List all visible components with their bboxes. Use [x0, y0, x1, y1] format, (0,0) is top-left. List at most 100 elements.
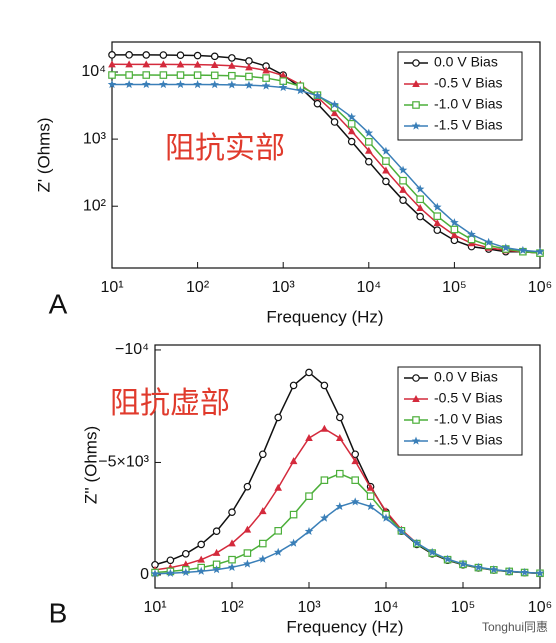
- marker: [382, 157, 390, 165]
- y-axis-label: Z' (Ohms): [34, 117, 53, 192]
- y-tick-label: 10²: [83, 197, 107, 214]
- marker: [108, 60, 116, 68]
- marker: [278, 83, 288, 92]
- y-axis-label: Z'' (Ohms): [81, 426, 100, 504]
- marker: [166, 556, 175, 565]
- marker: [381, 146, 391, 155]
- legend-label: -0.5 V Bias: [434, 390, 502, 406]
- marker: [262, 66, 270, 74]
- marker: [166, 568, 175, 577]
- marker: [193, 71, 202, 79]
- marker: [142, 60, 151, 68]
- annotation: 阻抗实部: [165, 132, 285, 165]
- marker: [347, 137, 356, 146]
- marker: [289, 510, 298, 519]
- marker: [176, 71, 185, 79]
- x-tick-label: 10⁴: [356, 279, 381, 296]
- marker: [305, 368, 313, 377]
- marker: [433, 202, 442, 211]
- x-tick-label: 10⁵: [451, 599, 475, 616]
- marker: [330, 109, 339, 117]
- legend-label: -1.0 V Bias: [434, 96, 502, 112]
- marker: [289, 538, 298, 547]
- marker: [243, 482, 252, 491]
- marker: [535, 568, 545, 577]
- marker: [243, 525, 252, 533]
- marker: [350, 497, 360, 506]
- marker: [159, 80, 168, 89]
- marker: [142, 51, 151, 59]
- marker: [210, 80, 219, 89]
- marker: [228, 54, 236, 62]
- y-tick-label: 10⁴: [81, 63, 106, 80]
- marker: [141, 79, 151, 89]
- legend-marker: [411, 121, 421, 130]
- marker: [108, 51, 116, 59]
- marker: [259, 539, 267, 548]
- x-tick-label: 10³: [272, 279, 296, 296]
- marker: [484, 237, 493, 246]
- marker: [399, 185, 407, 193]
- marker: [125, 71, 133, 79]
- marker: [320, 476, 329, 484]
- marker: [433, 226, 442, 234]
- marker: [193, 80, 202, 89]
- marker: [176, 51, 185, 60]
- marker: [458, 559, 468, 568]
- marker: [289, 381, 298, 390]
- marker: [305, 434, 313, 442]
- marker: [320, 424, 329, 432]
- marker: [381, 513, 391, 522]
- marker: [273, 547, 283, 556]
- marker: [159, 71, 168, 79]
- marker: [399, 176, 407, 185]
- marker: [182, 560, 190, 568]
- marker: [336, 469, 344, 478]
- marker: [142, 71, 151, 79]
- marker: [181, 567, 191, 577]
- x-tick-label: 10²: [220, 599, 244, 616]
- marker: [212, 565, 221, 574]
- series-line: [154, 472, 541, 575]
- marker: [193, 51, 202, 60]
- marker: [196, 566, 206, 575]
- marker: [467, 229, 476, 239]
- marker: [125, 51, 133, 59]
- x-tick-label: 10¹: [100, 279, 123, 296]
- marker: [274, 527, 282, 535]
- marker: [366, 483, 375, 491]
- marker: [450, 225, 459, 234]
- marker: [176, 60, 185, 68]
- marker: [366, 492, 375, 500]
- legend-marker: [412, 395, 420, 402]
- y-tick-label: −5×10³: [98, 454, 149, 471]
- marker: [245, 72, 253, 81]
- legend-label: -1.5 V Bias: [434, 117, 502, 133]
- legend-marker: [412, 416, 420, 424]
- annotation: 阻抗虚部: [110, 387, 230, 420]
- series-line: [154, 501, 541, 575]
- marker: [228, 508, 236, 516]
- legend-label: -0.5 V Bias: [434, 75, 502, 91]
- marker: [433, 219, 442, 227]
- x-tick-label: 10³: [297, 599, 321, 616]
- panel-label: A: [49, 288, 68, 319]
- plot-frame: [111, 41, 541, 269]
- legend-label: -1.5 V Bias: [434, 432, 502, 448]
- marker: [227, 562, 237, 571]
- marker: [518, 245, 528, 254]
- marker: [398, 165, 408, 174]
- marker: [347, 120, 356, 128]
- marker: [347, 112, 356, 121]
- marker: [261, 81, 271, 90]
- marker: [504, 566, 514, 575]
- marker: [382, 177, 390, 186]
- marker: [210, 71, 219, 80]
- marker: [330, 100, 339, 109]
- marker: [125, 60, 133, 68]
- marker: [159, 60, 168, 68]
- marker: [351, 457, 359, 465]
- legend-label: 0.0 V Bias: [434, 369, 498, 385]
- marker: [535, 247, 545, 256]
- marker: [474, 562, 483, 571]
